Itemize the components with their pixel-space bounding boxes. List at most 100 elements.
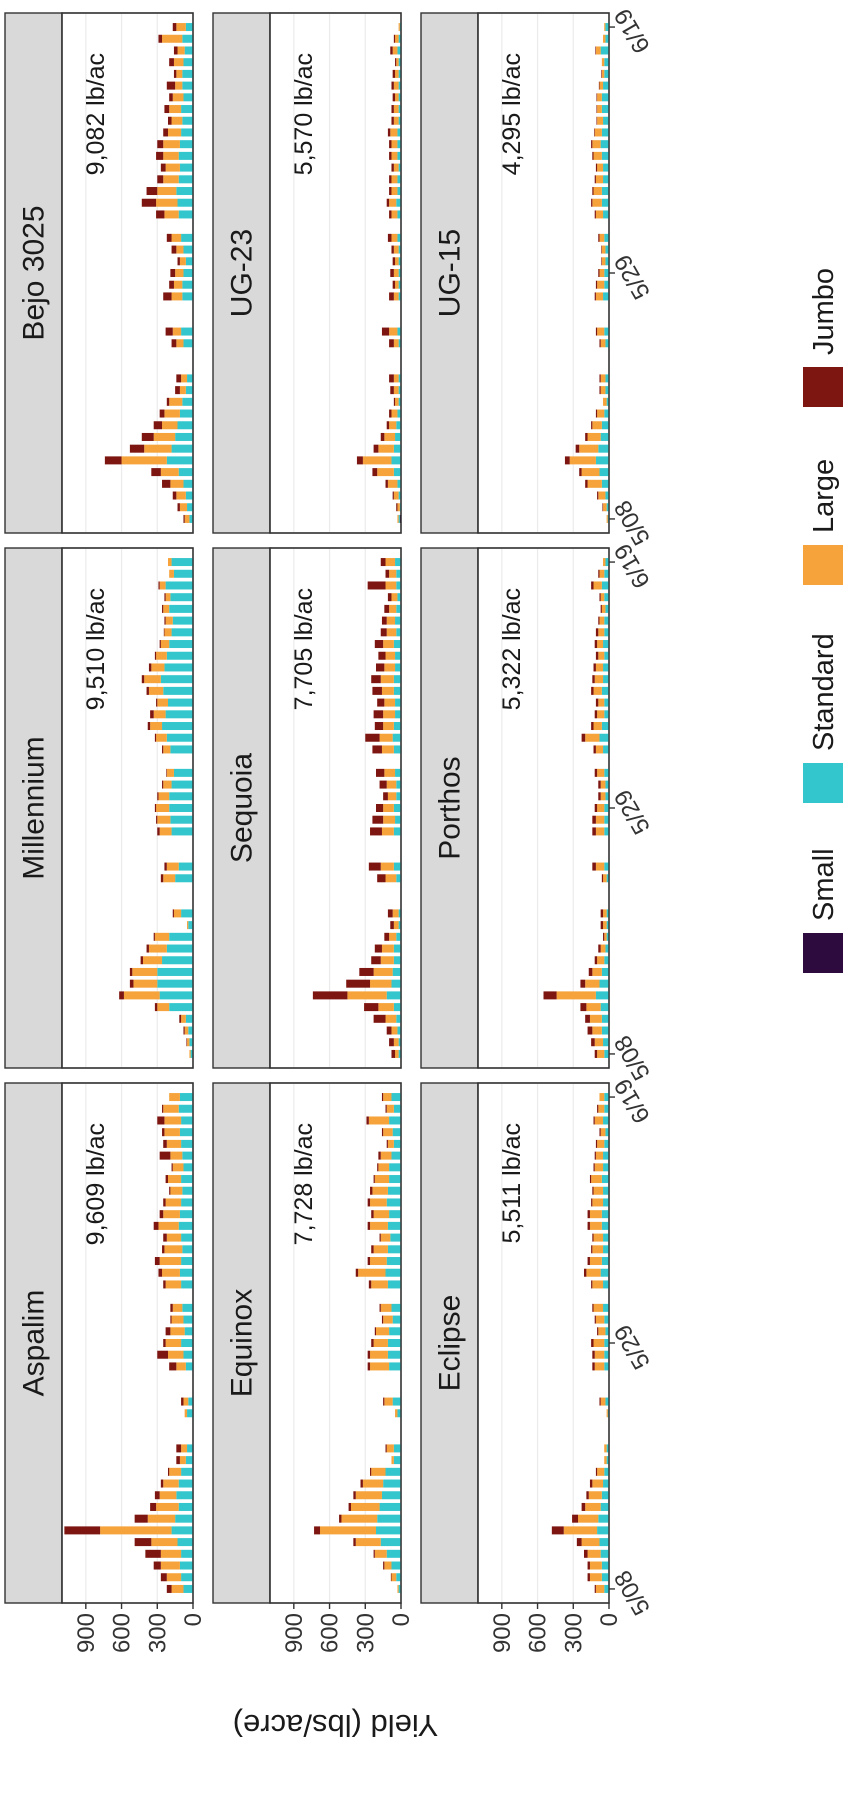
- bar-segment-standard: [604, 698, 610, 707]
- bar-segment-jumbo: [153, 421, 163, 430]
- bar-segment-jumbo: [386, 1026, 392, 1035]
- bar-segment-standard: [603, 1038, 610, 1047]
- bar-segment-large: [164, 1245, 183, 1254]
- bar-segment-large: [385, 874, 397, 883]
- bar-segment-standard: [397, 175, 402, 184]
- bar-segment-large: [391, 210, 398, 219]
- bar-segment-large: [169, 1467, 182, 1476]
- bar-segment-jumbo: [375, 804, 384, 812]
- bar-segment-jumbo: [393, 397, 396, 406]
- bar-segment-jumbo: [164, 862, 167, 871]
- bar-segment-standard: [169, 792, 194, 801]
- bar-segment-jumbo: [596, 93, 598, 102]
- bar-segment-jumbo: [157, 175, 164, 184]
- bar-segment-large: [372, 1186, 388, 1195]
- legend-label-standard: Standard: [808, 633, 840, 751]
- bar-segment-large: [355, 1538, 381, 1547]
- bar-segment-large: [163, 1104, 179, 1113]
- bar-segment-standard: [383, 1479, 401, 1488]
- bar-segment-standard: [604, 804, 610, 812]
- bar-segment-standard: [178, 468, 193, 477]
- bar-segment-jumbo: [381, 1093, 384, 1102]
- bar-segment-large: [380, 675, 394, 684]
- y-tick-label: 300: [352, 1613, 379, 1653]
- bar-segment-jumbo: [372, 468, 378, 477]
- bar-segment-jumbo: [365, 733, 380, 742]
- bar-segment-jumbo: [348, 1502, 351, 1511]
- bar-segment-large: [391, 1573, 397, 1582]
- bar-segment-jumbo: [389, 210, 392, 219]
- bar-segment-large: [594, 128, 602, 137]
- bar-segment-large: [132, 967, 158, 976]
- bar-segment-jumbo: [598, 569, 600, 578]
- bar-segment-large: [398, 23, 400, 32]
- bar-segment-standard: [397, 327, 402, 336]
- bar-segment-large: [171, 292, 183, 301]
- bar-segment-jumbo: [166, 233, 172, 242]
- bar-segment-large: [370, 1362, 390, 1371]
- bar-segment-standard: [162, 722, 193, 731]
- bar-segment-jumbo: [592, 1362, 595, 1371]
- bar-segment-standard: [185, 23, 193, 32]
- y-tick-label: 0: [388, 1613, 415, 1626]
- bar-segment-large: [389, 421, 397, 430]
- bar-segment-jumbo: [156, 815, 158, 824]
- panel-border: [61, 547, 194, 1069]
- bar-segment-standard: [175, 1514, 194, 1523]
- bar-segment-large: [595, 210, 604, 219]
- bar-segment-jumbo: [594, 1584, 596, 1593]
- bar-segment-jumbo: [595, 1467, 598, 1476]
- bar-segment-jumbo: [387, 128, 391, 137]
- bar-segment-large: [166, 1233, 182, 1242]
- bar-segment-large: [594, 1038, 604, 1047]
- bar-segment-large: [378, 444, 394, 453]
- bar-segment-standard: [396, 569, 401, 578]
- bar-segment-standard: [397, 128, 402, 137]
- bar-segment-jumbo: [595, 46, 596, 55]
- bar-segment-large: [133, 979, 158, 988]
- bar-segment-standard: [603, 675, 610, 684]
- bar-segment-standard: [189, 514, 194, 523]
- bar-segment-jumbo: [595, 280, 598, 289]
- bar-segment-large: [595, 862, 605, 871]
- bar-segment-standard: [157, 979, 193, 988]
- bar-segment-standard: [183, 93, 194, 102]
- bar-segment-standard: [603, 1186, 610, 1195]
- bar-segment-large: [171, 116, 183, 125]
- bar-segment-large: [391, 1456, 394, 1465]
- bar-segment-standard: [395, 698, 401, 707]
- bar-segment-large: [166, 768, 174, 777]
- bar-segment-jumbo: [374, 640, 384, 649]
- y-tick-label: 300: [560, 1613, 587, 1653]
- bar-segment-large: [371, 1467, 386, 1476]
- bar-segment-standard: [600, 46, 609, 55]
- bar-segment-jumbo: [599, 339, 601, 348]
- bar-segment-jumbo: [390, 46, 393, 55]
- bar-segment-jumbo: [385, 479, 388, 488]
- legend: Small Standard Large Jumbo: [803, 268, 843, 973]
- bar-segment-jumbo: [165, 1175, 168, 1184]
- bar-segment-jumbo: [383, 1397, 385, 1406]
- bar-segment-large: [597, 280, 605, 289]
- bar-segment-large: [599, 569, 605, 578]
- bar-segment-large: [597, 93, 602, 102]
- bar-segment-large: [163, 745, 171, 754]
- bar-segment-large: [373, 1210, 390, 1219]
- bar-segment-standard: [182, 1245, 193, 1254]
- bar-segment-standard: [605, 1128, 609, 1137]
- bar-segment-standard: [380, 1538, 402, 1547]
- bar-segment-large: [173, 280, 183, 289]
- bar-segment-standard: [396, 1014, 401, 1023]
- bar-segment-standard: [171, 558, 193, 567]
- bar-segment-large: [597, 956, 605, 965]
- bar-segment-standard: [166, 456, 194, 465]
- bar-segment-jumbo: [373, 444, 379, 453]
- bar-segment-jumbo: [171, 339, 177, 348]
- bar-segment-large: [395, 93, 399, 102]
- bar-segment-jumbo: [585, 432, 588, 441]
- facet-strip-label: Sequoia: [226, 753, 259, 863]
- bar-segment-standard: [603, 292, 610, 301]
- bar-segment-standard: [397, 233, 402, 242]
- bar-segment-large: [165, 1339, 182, 1347]
- bar-segment-standard: [178, 1221, 193, 1230]
